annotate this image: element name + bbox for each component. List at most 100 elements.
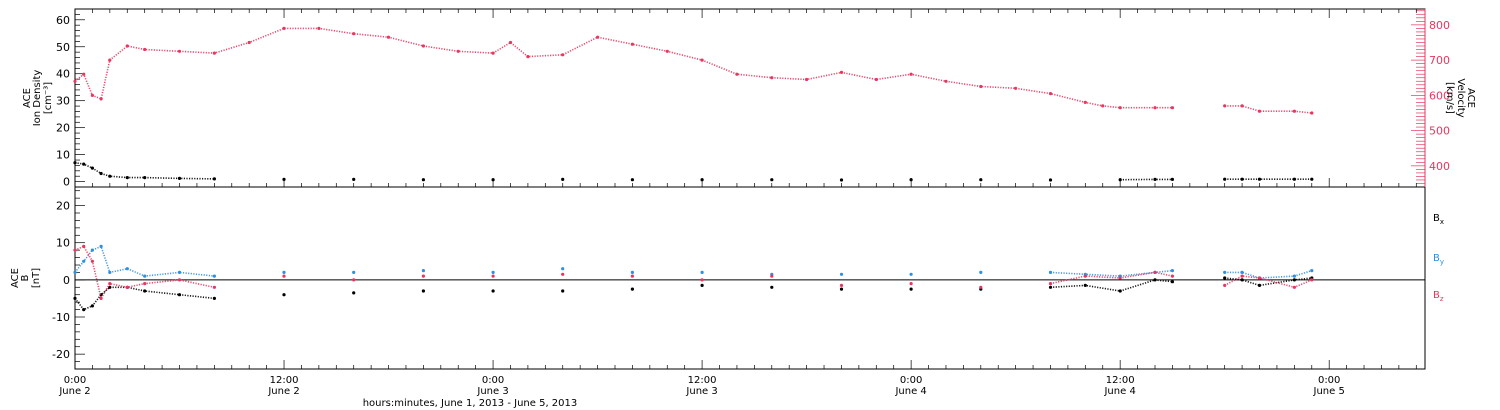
legend-by: By xyxy=(1433,253,1444,266)
ion-density-point xyxy=(1048,178,1053,182)
ion-density-line xyxy=(74,161,1312,181)
bz-point xyxy=(1083,274,1087,278)
velocity-point xyxy=(491,51,495,55)
velocity-point xyxy=(805,77,809,82)
bx-point xyxy=(282,293,286,297)
velocity-point xyxy=(456,49,460,53)
ion-density-point xyxy=(1257,177,1262,181)
ion-density-point xyxy=(909,178,913,182)
velocity-point xyxy=(1118,106,1122,110)
velocity-point xyxy=(596,35,600,39)
ion-density-point xyxy=(282,177,286,181)
x-tick-day: June 2 xyxy=(58,386,90,397)
bz-point xyxy=(73,248,77,252)
ion-density-point xyxy=(1292,177,1296,181)
ion-density-point xyxy=(1170,177,1174,181)
ion-density-point xyxy=(561,177,565,181)
top-ytick-label: 10 xyxy=(56,149,70,162)
x-tick-day: June 3 xyxy=(685,386,717,397)
velocity-point xyxy=(1170,106,1174,110)
bx-point xyxy=(1153,278,1157,282)
bx-point xyxy=(630,287,635,291)
ion-density-point xyxy=(82,162,86,166)
top-ylabel-line2: Ion Density xyxy=(32,70,43,127)
x-tick-time: 12:00 xyxy=(688,375,717,386)
by-point xyxy=(1240,270,1244,274)
x-tick-time: 12:00 xyxy=(270,375,299,386)
velocity-point xyxy=(1048,92,1053,96)
ion-density-point xyxy=(177,176,182,180)
bz-point xyxy=(1292,285,1296,289)
by-line xyxy=(74,245,1313,279)
ion-density-point xyxy=(1118,178,1122,182)
velocity-point xyxy=(665,49,669,53)
by-point xyxy=(630,270,635,274)
bx-point xyxy=(909,287,913,291)
by-point xyxy=(143,274,147,278)
velocity-point xyxy=(82,72,86,76)
bx-point xyxy=(1118,289,1122,293)
bz-point xyxy=(99,296,103,300)
bz-point xyxy=(1257,276,1262,280)
by-point xyxy=(99,244,103,248)
bz-point xyxy=(1240,274,1244,278)
ion-density-point xyxy=(1240,177,1244,181)
ion-density-point xyxy=(99,171,103,176)
legend-bx: Bx xyxy=(1433,213,1444,226)
bz-point xyxy=(1310,278,1314,282)
velocity-point xyxy=(1223,104,1227,108)
top-y2tick-label: 500 xyxy=(1429,125,1450,138)
bz-point xyxy=(1223,283,1227,287)
bz-point xyxy=(90,259,94,263)
by-point xyxy=(1170,269,1174,273)
by-point xyxy=(352,270,356,274)
ion-density-point xyxy=(491,178,495,182)
ion-density-point xyxy=(90,166,94,170)
x-tick-day: June 5 xyxy=(1313,386,1345,397)
bx-line xyxy=(74,277,1312,311)
bz-point xyxy=(770,274,774,278)
velocity-point xyxy=(421,44,425,48)
ion-density-point xyxy=(108,174,112,178)
top-y2tick-label: 700 xyxy=(1429,54,1450,67)
top-y2label-line2: Velocity xyxy=(1455,78,1466,117)
x-tick-time: 0:00 xyxy=(482,375,504,386)
legend-bx-name: B xyxy=(1433,213,1440,224)
velocity-point xyxy=(177,49,182,53)
bz-point xyxy=(212,285,216,289)
bz-point xyxy=(839,283,844,287)
top-ytick-label: 60 xyxy=(56,14,70,27)
velocity-point xyxy=(1153,106,1157,110)
velocity-point xyxy=(1240,104,1244,108)
bz-point xyxy=(700,278,704,282)
bx-point xyxy=(143,289,147,293)
bx-point xyxy=(1048,285,1053,289)
bz-point xyxy=(282,274,286,278)
legend-by-name: B xyxy=(1433,253,1440,264)
bx-point xyxy=(1240,278,1244,282)
by-point xyxy=(90,248,94,252)
x-tick-day: June 4 xyxy=(894,386,926,397)
top-ylabel-line1: ACE xyxy=(22,88,33,108)
by-point xyxy=(979,270,983,274)
top-right-axis: 400 500 600 700 800 xyxy=(1411,9,1450,187)
x-axis-title: hours:minutes, June 1, 2013 - June 5, 20… xyxy=(363,398,578,409)
ion-density-point xyxy=(839,178,844,182)
velocity-point xyxy=(317,26,321,30)
velocity-point xyxy=(944,79,948,83)
velocity-point xyxy=(125,44,129,48)
velocity-point xyxy=(90,93,94,97)
legend-bz: Bz xyxy=(1433,290,1444,303)
bottom-ytick-label: 0 xyxy=(63,274,70,287)
bottom-ylabel-line1: ACE xyxy=(10,268,21,288)
by-point xyxy=(282,270,286,274)
bottom-panel-frame xyxy=(74,186,1426,370)
velocity-point xyxy=(1083,100,1087,104)
bottom-ytick-label: 20 xyxy=(56,200,70,213)
velocity-point xyxy=(630,42,635,46)
velocity-point xyxy=(839,70,844,74)
top-y2label-line3: [km/s] xyxy=(1444,82,1455,114)
bz-point xyxy=(1153,270,1157,274)
velocity-point xyxy=(212,51,216,55)
